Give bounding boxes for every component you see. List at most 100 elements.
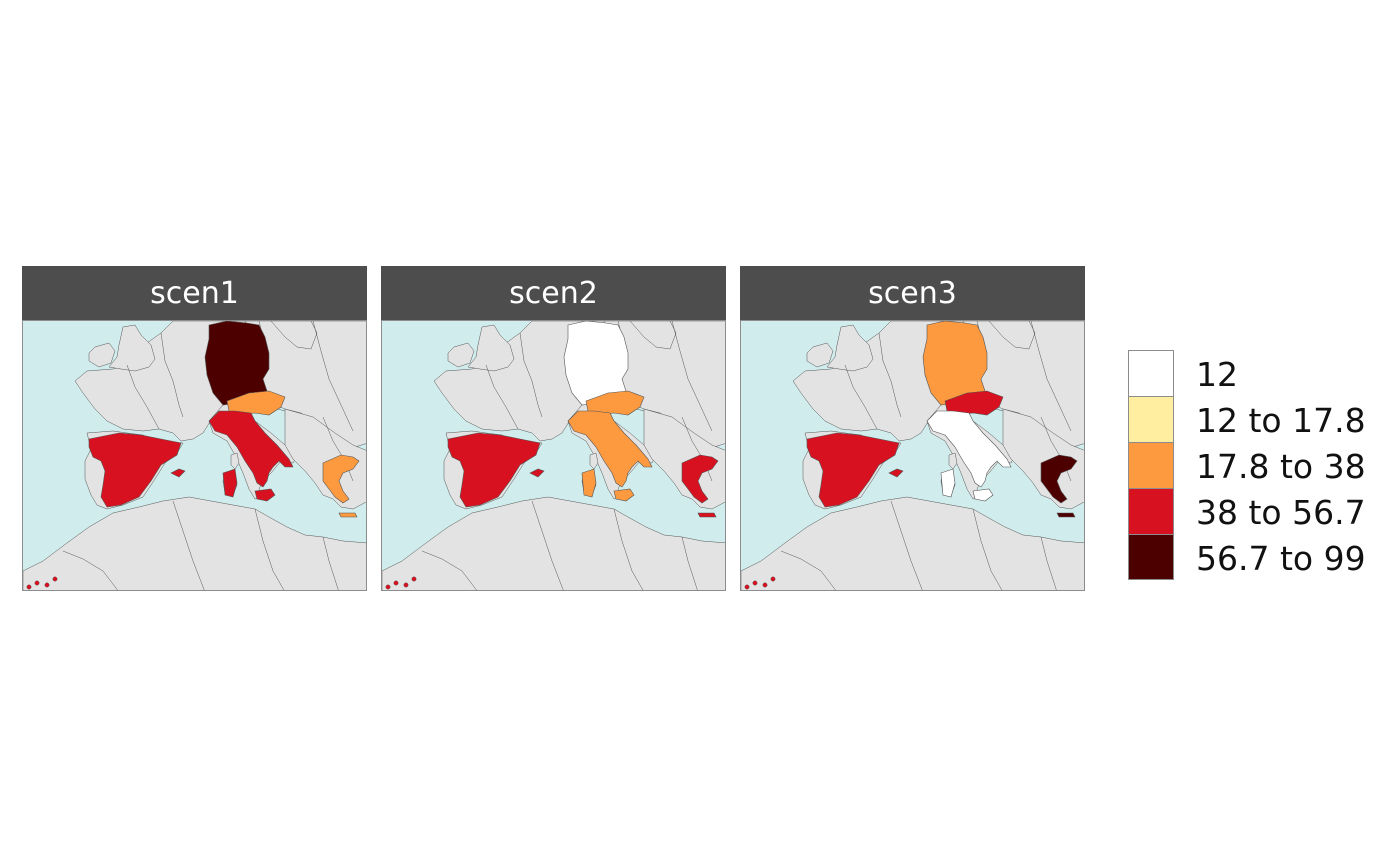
region-spain-islet [752,580,758,586]
country-border [254,508,285,590]
land-balkans [643,408,725,510]
legend-item: 12 [1128,350,1388,396]
region-spain-islet [411,576,417,582]
country-border [681,536,698,590]
map-area [381,320,726,591]
region-spain [529,468,545,478]
region-spain [88,432,182,508]
region-greece [338,512,358,518]
region-italy [222,468,238,498]
country-border [1040,416,1072,482]
region-spain-islet [26,584,32,590]
country-border [972,508,1003,590]
region-spain-islet [770,576,776,582]
region-italy [926,410,1012,488]
region-spain-islet [385,584,391,590]
country-border [890,500,923,590]
legend-label: 38 to 56.7 [1196,493,1366,532]
country-border [62,550,118,590]
country-border [671,321,713,432]
region-italy [208,410,294,488]
region-greece [322,454,360,504]
land-british-isles [108,324,156,372]
region-spain-islet [403,582,409,588]
legend-label: 56.7 to 99 [1196,539,1366,578]
land-ireland [447,342,475,368]
legend-label: 12 to 17.8 [1196,401,1366,440]
region-italy [940,468,956,498]
region-spain-islet [762,582,768,588]
map-area [22,320,367,591]
land-british-isles [826,324,874,372]
region-spain-islet [744,584,750,590]
country-border [421,550,477,590]
country-border [878,332,902,418]
region-greece [681,454,719,504]
land-north-africa [23,496,366,590]
panel-title: scen2 [381,266,726,320]
region-spain-islet [34,580,40,586]
land-corsica [948,452,958,470]
map-area [740,320,1085,591]
land-british-isles [467,324,515,372]
land-scandinavia [270,321,318,350]
region-italy [613,488,635,502]
panel-title: scen1 [22,266,367,320]
map-panel-1: scen1 [22,266,367,591]
land-north-africa [741,496,1084,590]
country-border [844,364,878,430]
country-border [519,332,543,418]
land-north-africa [382,496,725,590]
country-border [681,416,713,482]
land-corsica [589,452,599,470]
country-border [531,500,564,590]
country-border [160,332,184,418]
map-svg [23,321,366,590]
country-border [172,500,205,590]
region-italy [254,488,276,502]
country-border [126,364,160,430]
country-border [322,536,339,590]
legend-item: 12 to 17.8 [1128,396,1388,442]
region-italy [581,468,597,498]
country-border [613,508,644,590]
region-spain-islet [393,580,399,586]
land-ireland [806,342,834,368]
land-ireland [88,342,116,368]
map-svg [741,321,1084,590]
country-border [485,364,519,430]
region-spain [888,468,904,478]
country-border [780,550,836,590]
legend-swatch [1128,396,1174,442]
country-border [312,321,354,432]
region-spain-islet [52,576,58,582]
country-border [1040,536,1057,590]
region-spain-islet [44,582,50,588]
country-border [322,416,354,482]
legend-item: 38 to 56.7 [1128,488,1388,534]
land-scandinavia [988,321,1036,350]
legend-item: 17.8 to 38 [1128,442,1388,488]
legend-swatch [1128,442,1174,488]
land-scandinavia [629,321,677,350]
map-panel-2: scen2 [381,266,726,591]
legend-swatch [1128,488,1174,534]
region-italy [972,488,994,502]
land-balkans [1002,408,1084,510]
region-greece [697,512,717,518]
legend-label: 17.8 to 38 [1196,447,1366,486]
country-border [1030,321,1072,432]
region-greece [1056,512,1076,518]
panel-title: scen3 [740,266,1085,320]
region-italy [567,410,653,488]
land-corsica [230,452,240,470]
map-svg [382,321,725,590]
region-spain [806,432,900,508]
land-balkans [284,408,366,510]
legend-swatch [1128,350,1174,396]
legend-item: 56.7 to 99 [1128,534,1388,580]
map-panel-3: scen3 [740,266,1085,591]
region-greece [1040,454,1078,504]
region-spain [447,432,541,508]
legend-label: 12 [1196,355,1238,394]
